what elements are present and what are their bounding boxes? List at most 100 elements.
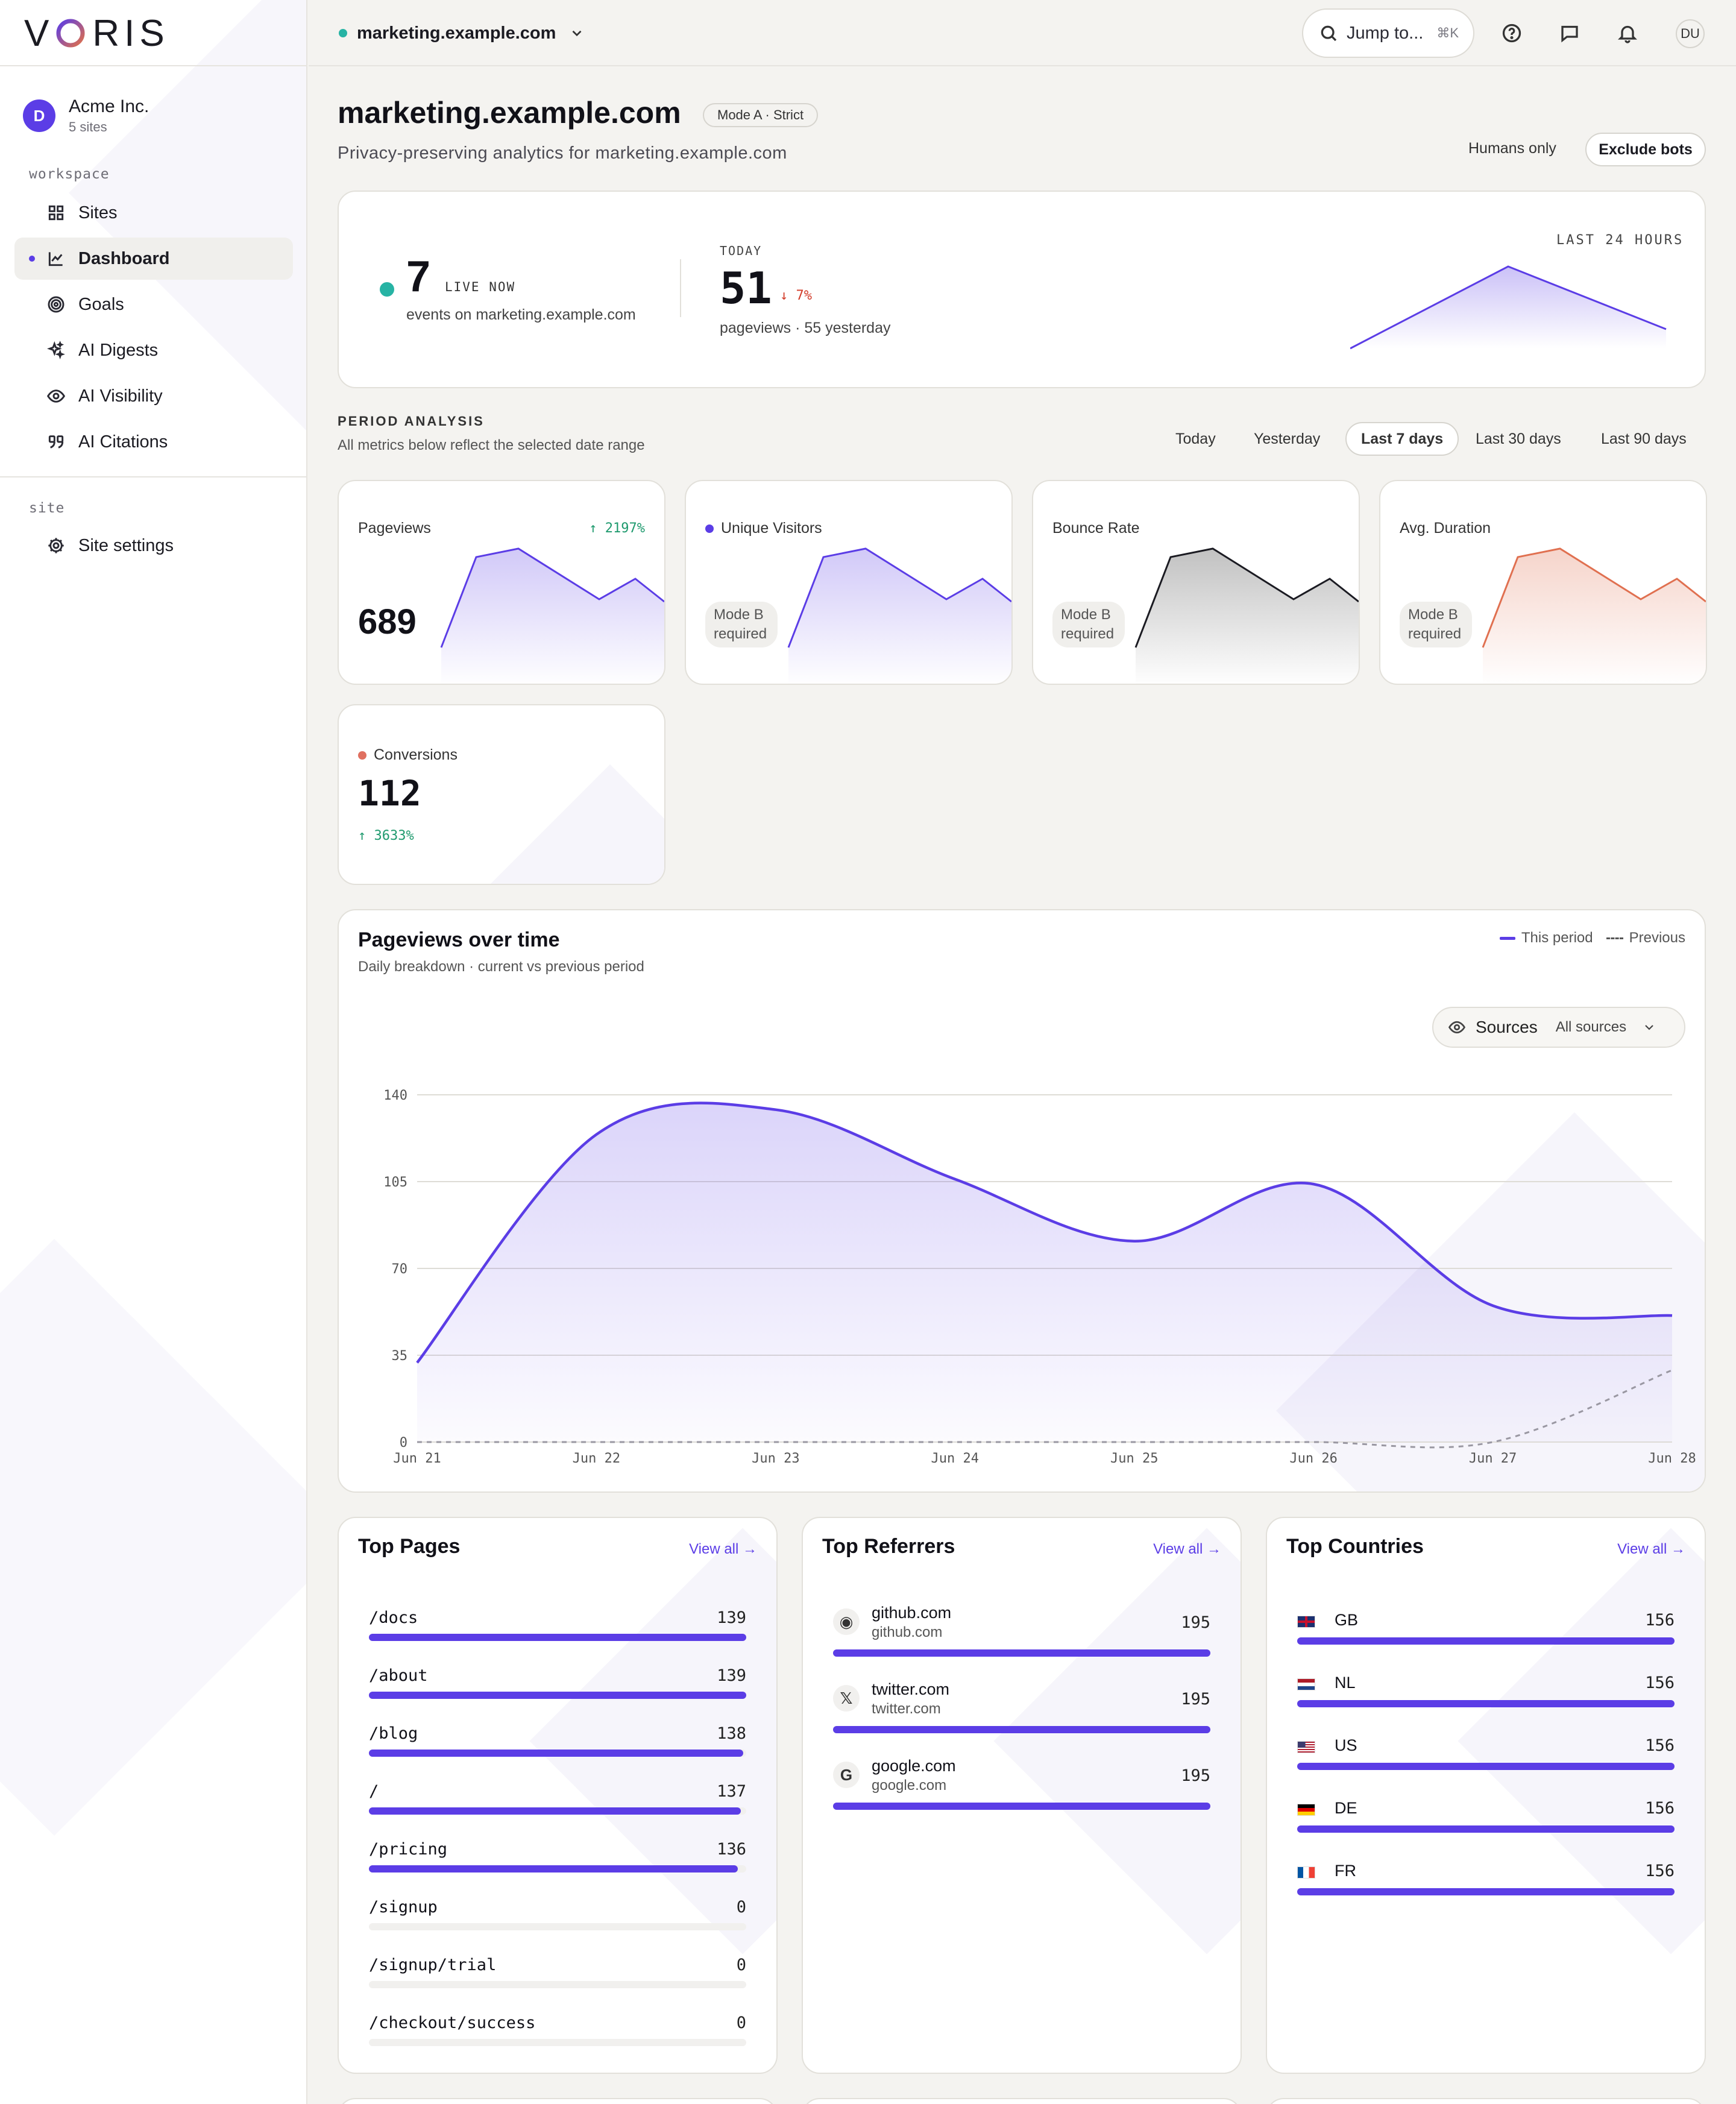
top-referrers-card: Top Referrers View all → ◉ github.com gith… [802, 1517, 1242, 2074]
sidebar-item-ai-citations[interactable]: AI Citations [14, 421, 293, 463]
site-switcher[interactable]: marketing.example.com [339, 0, 585, 66]
sources-filter[interactable]: Sources All sources [1432, 1007, 1685, 1048]
org-name: Acme Inc. [69, 96, 149, 116]
list-item[interactable]: NL 156 [1297, 1674, 1675, 1728]
page-count: 0 [736, 1956, 746, 1974]
view-all-link[interactable]: View all → [1153, 1541, 1221, 1557]
visitors-sparkline [787, 547, 1011, 684]
exclude-bots-toggle[interactable]: Exclude bots [1585, 133, 1706, 166]
help-icon[interactable] [1499, 20, 1525, 46]
page-count: 139 [717, 1666, 746, 1685]
bounce-sparkline [1134, 547, 1359, 684]
bell-icon[interactable] [1614, 20, 1641, 46]
list-item[interactable]: FR 156 [1297, 1862, 1675, 1916]
page-count: 137 [717, 1782, 746, 1801]
tab-last-30-days[interactable]: Last 30 days [1476, 430, 1561, 447]
metric-card-avg-duration[interactable]: Avg. Duration Mode B required [1379, 480, 1707, 685]
page-path: /signup [369, 1898, 438, 1917]
page-path: /docs [369, 1608, 418, 1627]
bar-track [369, 1634, 746, 1641]
bar-fill [1297, 1637, 1675, 1645]
eye-icon [46, 386, 66, 406]
today-label: TODAY [720, 244, 763, 258]
user-avatar[interactable]: DU [1676, 19, 1705, 48]
top-bar: marketing.example.com Jump to... ⌘K DU [309, 0, 1736, 66]
list-item[interactable]: ◉ github.com github.com 195 [833, 1604, 1210, 1664]
sidebar-item-ai-visibility[interactable]: AI Visibility [14, 375, 293, 417]
metric-card-conversions[interactable]: Conversions 112 ↑ 3633% [338, 704, 665, 885]
list-item[interactable]: GB 156 [1297, 1611, 1675, 1665]
bar-fill [369, 1865, 738, 1872]
eye-icon [1448, 1021, 1466, 1034]
flag-icon [1297, 1866, 1315, 1879]
x-tick-label: Jun 27 [1469, 1451, 1517, 1466]
bar-fill [369, 1692, 746, 1699]
country-code: DE [1335, 1799, 1357, 1817]
list-item[interactable]: /signup 0 [369, 1898, 746, 1940]
sidebar-item-label: Site settings [78, 535, 174, 555]
metric-delta: ↑ 3633% [358, 828, 414, 843]
sidebar-item-label: Goals [78, 294, 124, 314]
x-tick-label: Jun 26 [1289, 1451, 1337, 1466]
list-item[interactable]: US 156 [1297, 1736, 1675, 1791]
search-icon [1321, 25, 1337, 42]
bar-fill [833, 1803, 1210, 1810]
list-item[interactable]: / 137 [369, 1782, 746, 1824]
jump-to-search[interactable]: Jump to... ⌘K [1302, 8, 1474, 58]
metric-card-unique-visitors[interactable]: Unique Visitors Mode B required [685, 480, 1013, 685]
brand-logo[interactable]: V RIS [24, 12, 169, 54]
chat-icon[interactable] [1556, 20, 1583, 46]
sidebar-item-goals[interactable]: Goals [14, 283, 293, 326]
page-path: /checkout/success [369, 2014, 536, 2032]
sidebar-item-dashboard[interactable]: Dashboard [14, 238, 293, 280]
sidebar-item-site-settings[interactable]: Site settings [14, 524, 293, 567]
list-item[interactable]: /checkout/success 0 [369, 2014, 746, 2056]
list-item[interactable]: /docs 139 [369, 1608, 746, 1651]
sources-value: All sources [1555, 1019, 1627, 1035]
page-count: 0 [736, 2014, 746, 2032]
list-item[interactable]: /about 139 [369, 1666, 746, 1709]
tab-yesterday[interactable]: Yesterday [1254, 430, 1321, 447]
country-count: 156 [1645, 1799, 1675, 1818]
bar-fill [369, 1634, 746, 1641]
flag-icon [1297, 1678, 1315, 1690]
view-all-link[interactable]: View all → [1617, 1541, 1685, 1557]
bar-track [369, 1923, 746, 1930]
logo-mark-icon [56, 19, 85, 48]
this-period-area [417, 1103, 1672, 1442]
legend-previous: Previous [1606, 930, 1685, 946]
humans-only-toggle[interactable]: Humans only [1468, 140, 1556, 157]
metric-card-pageviews[interactable]: Pageviews ↑ 2197% 689 [338, 480, 665, 685]
x-tick-label: Jun 22 [573, 1451, 620, 1466]
pageviews-line-chart: 0 35 70 105 140 Jun 21 Jun 22 Jun 23 Jun 24 Jun 2… [383, 1088, 1696, 1466]
view-all-link[interactable]: View all → [689, 1541, 757, 1557]
bar-track [369, 1692, 746, 1699]
list-item[interactable]: /signup/trial 0 [369, 1956, 746, 1998]
list-item[interactable]: /blog 138 [369, 1724, 746, 1766]
list-item[interactable]: /pricing 136 [369, 1840, 746, 1882]
mode-b-required-note: Mode B required [1052, 602, 1125, 647]
sidebar-item-ai-digests[interactable]: AI Digests [14, 329, 293, 371]
previous-period-line [417, 1369, 1673, 1449]
org-switcher[interactable]: D Acme Inc. 5 sites [23, 96, 149, 135]
list-item[interactable]: DE 156 [1297, 1799, 1675, 1853]
y-tick-label: 35 [392, 1349, 408, 1364]
metric-value: 112 [358, 773, 421, 814]
bar-track [369, 1750, 746, 1757]
workspace-section-label: workspace [29, 166, 110, 182]
chevron-down-icon [1645, 1025, 1653, 1030]
metric-card-bounce-rate[interactable]: Bounce Rate Mode B required [1032, 480, 1360, 685]
sidebar-item-label: AI Citations [78, 432, 168, 452]
bar-fill [1297, 1763, 1675, 1770]
y-tick-label: 140 [383, 1088, 407, 1103]
tab-last-90-days[interactable]: Last 90 days [1601, 430, 1687, 447]
x-tick-label: Jun 23 [752, 1451, 799, 1466]
tab-last-7-days[interactable]: Last 7 days [1345, 422, 1459, 456]
period-subtitle: All metrics below reflect the selected d… [338, 437, 645, 453]
period-title: PERIOD ANALYSIS [338, 414, 485, 429]
sidebar-item-sites[interactable]: Sites [14, 192, 293, 234]
tab-today[interactable]: Today [1175, 430, 1216, 447]
referrer-domain: twitter.com [872, 1701, 941, 1717]
